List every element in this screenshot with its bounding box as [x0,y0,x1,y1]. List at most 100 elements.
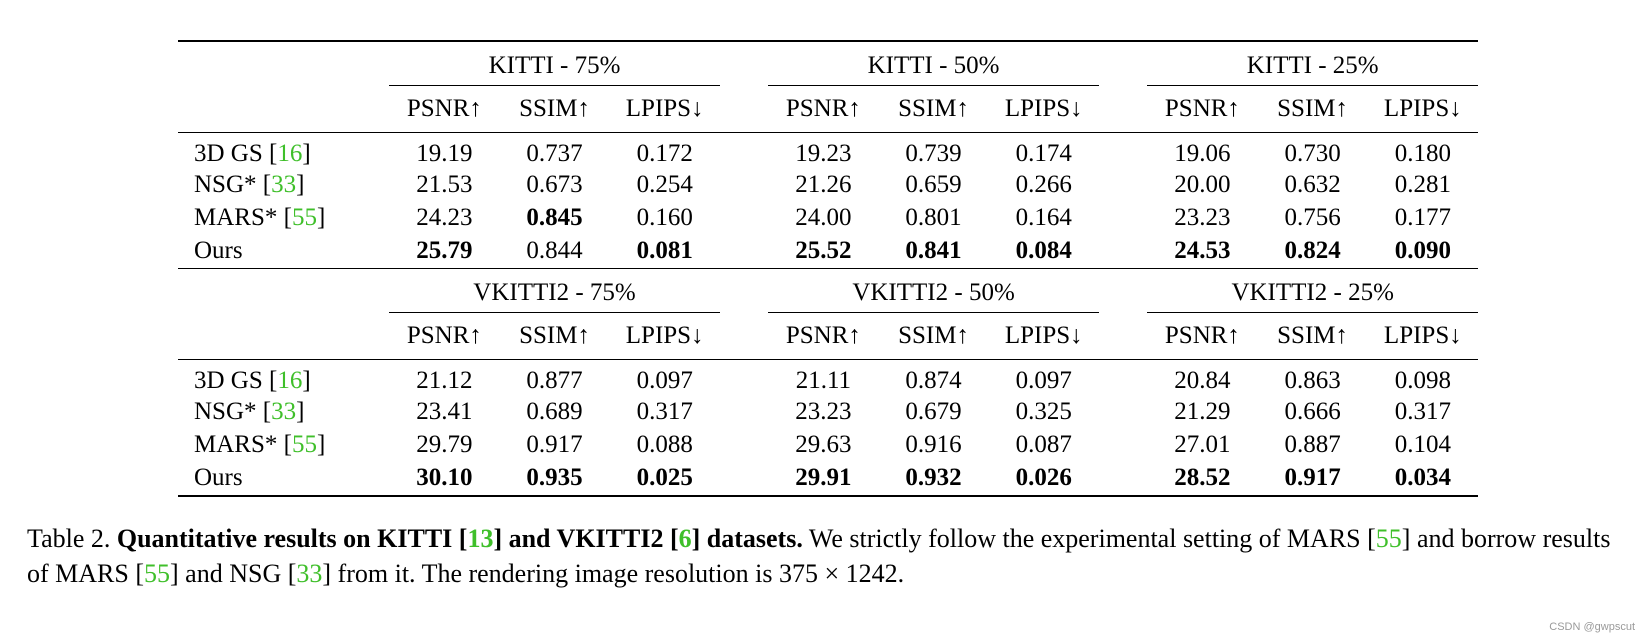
citation-link[interactable]: 55 [291,430,317,458]
metric-header-row: PSNR↑ SSIM↑ LPIPS↓ PSNR↑ SSIM↑ LPIPS↓ PS… [178,312,1478,359]
column-gap [1099,396,1148,429]
value-cell: 0.632 [1284,171,1341,199]
citation-link[interactable]: 33 [271,171,297,199]
value-cell: 0.081 [636,237,693,264]
caption-label: Table 2. [27,524,111,553]
value-cell: 21.26 [795,171,852,199]
metric-header: PSNR↑ [406,95,482,122]
citation-link[interactable]: 33 [271,398,297,426]
value-cell: 23.23 [1174,203,1231,231]
results-table-container: KITTI - 75% KITTI - 50% KITTI - 25% PSNR… [178,40,1478,497]
column-gap [720,396,769,429]
value-cell: 0.917 [1284,464,1341,491]
value-cell: 0.877 [526,367,583,394]
value-cell: 0.844 [526,237,583,264]
value-cell: 0.756 [1284,203,1341,231]
value-cell: 0.679 [905,398,962,426]
table-row: Ours 25.79 0.844 0.081 25.52 0.841 0.084 24.53 0… [178,234,1478,269]
column-gap [720,132,769,169]
value-cell: 0.887 [1284,430,1341,458]
column-gap [720,461,769,496]
column-gap [720,234,769,269]
value-cell: 0.673 [526,171,583,199]
value-cell: 0.025 [636,464,693,491]
citation-link[interactable]: 6 [678,524,692,553]
value-cell: 0.932 [905,464,962,491]
value-cell: 19.19 [416,140,473,167]
table-body-vkitti2: 3D GS [16] 21.12 0.877 0.097 21.11 0.874 0.097… [178,359,1478,496]
value-cell: 0.034 [1394,464,1451,491]
value-cell: 21.12 [416,367,473,394]
value-cell: 0.160 [636,203,693,231]
value-cell: 20.84 [1174,367,1231,394]
column-gap [1099,428,1148,461]
metric-header: PSNR↑ [406,322,482,349]
citation-bracket: ] [316,203,326,231]
value-cell: 0.666 [1284,398,1341,426]
metric-header: SSIM↑ [898,95,969,122]
method-name: 3D GS [ [194,140,278,167]
value-cell: 0.739 [905,140,962,167]
value-cell: 0.104 [1394,430,1451,458]
value-cell: 29.63 [795,430,852,458]
citation-link[interactable]: 16 [277,367,303,394]
value-cell: 0.087 [1015,430,1072,458]
table-row: NSG* [33] 21.53 0.673 0.254 21.26 0.659 0.266 2… [178,169,1478,202]
column-gap [1099,201,1148,234]
group-title: KITTI - 75% [389,41,720,86]
citation-link[interactable]: 16 [277,140,303,167]
value-cell: 0.281 [1394,171,1451,199]
column-gap [1099,359,1148,396]
citation-link[interactable]: 33 [296,559,323,588]
watermark: CSDN @gwpscut [1549,621,1635,633]
column-gap [720,428,769,461]
value-cell: 0.097 [1015,367,1072,394]
value-cell: 23.23 [795,398,852,426]
value-cell: 0.174 [1015,140,1072,167]
column-gap [720,359,769,396]
metric-header: SSIM↑ [898,322,969,349]
caption-text: ] from it. The rendering image resolutio… [322,559,905,588]
value-cell: 0.180 [1394,140,1451,167]
value-cell: 0.801 [905,203,962,231]
value-cell: 24.53 [1174,237,1231,264]
citation-bracket: ] [302,140,311,167]
metric-header: SSIM↑ [519,322,590,349]
value-cell: 0.841 [905,237,962,264]
citation-link[interactable]: 55 [1375,524,1402,553]
metric-header: LPIPS↓ [625,322,704,349]
group-title: VKITTI2 - 50% [768,268,1099,313]
citation-link[interactable]: 55 [291,203,317,231]
method-cell: 3D GS [16] [178,132,389,169]
citation-link[interactable]: 55 [144,559,171,588]
value-cell: 0.254 [636,171,693,199]
group-title: KITTI - 50% [768,41,1099,86]
metric-header: PSNR↑ [1164,322,1240,349]
table-section-vkitti2: VKITTI2 - 75% VKITTI2 - 50% VKITTI2 - 25… [178,268,1478,359]
value-cell: 21.53 [416,171,473,199]
group-title: VKITTI2 - 75% [389,268,720,313]
table-row: MARS* [55] 29.79 0.917 0.088 29.63 0.916 0.087… [178,428,1478,461]
method-cell: Ours [178,461,389,496]
metric-header: SSIM↑ [1277,95,1349,122]
value-cell: 27.01 [1174,430,1231,458]
caption-bold: Quantitative results on KITTI [ [116,524,468,553]
value-cell: 0.916 [905,430,962,458]
value-cell: 21.11 [795,367,852,394]
value-cell: 21.29 [1174,398,1231,426]
citation-link[interactable]: 13 [467,524,494,553]
method-cell: 3D GS [16] [178,359,389,396]
table-body-kitti: 3D GS [16] 19.19 0.737 0.172 19.23 0.739 0.174… [178,132,1478,268]
value-cell: 0.325 [1015,398,1072,426]
group-header-row: KITTI - 75% KITTI - 50% KITTI - 25% [178,41,1478,86]
citation-bracket: ] [302,367,311,394]
citation-bracket: ] [296,398,305,426]
value-cell: 29.79 [416,430,473,458]
table-section-kitti: KITTI - 75% KITTI - 50% KITTI - 25% PSNR… [178,41,1478,132]
metric-header-row: PSNR↑ SSIM↑ LPIPS↓ PSNR↑ SSIM↑ LPIPS↓ PS… [178,85,1478,132]
value-cell: 0.098 [1394,367,1451,394]
metric-header: LPIPS↓ [1004,322,1083,349]
value-cell: 28.52 [1174,464,1231,491]
table-row: NSG* [33] 23.41 0.689 0.317 23.23 0.679 0.325 2… [178,396,1478,429]
value-cell: 0.845 [526,203,583,231]
